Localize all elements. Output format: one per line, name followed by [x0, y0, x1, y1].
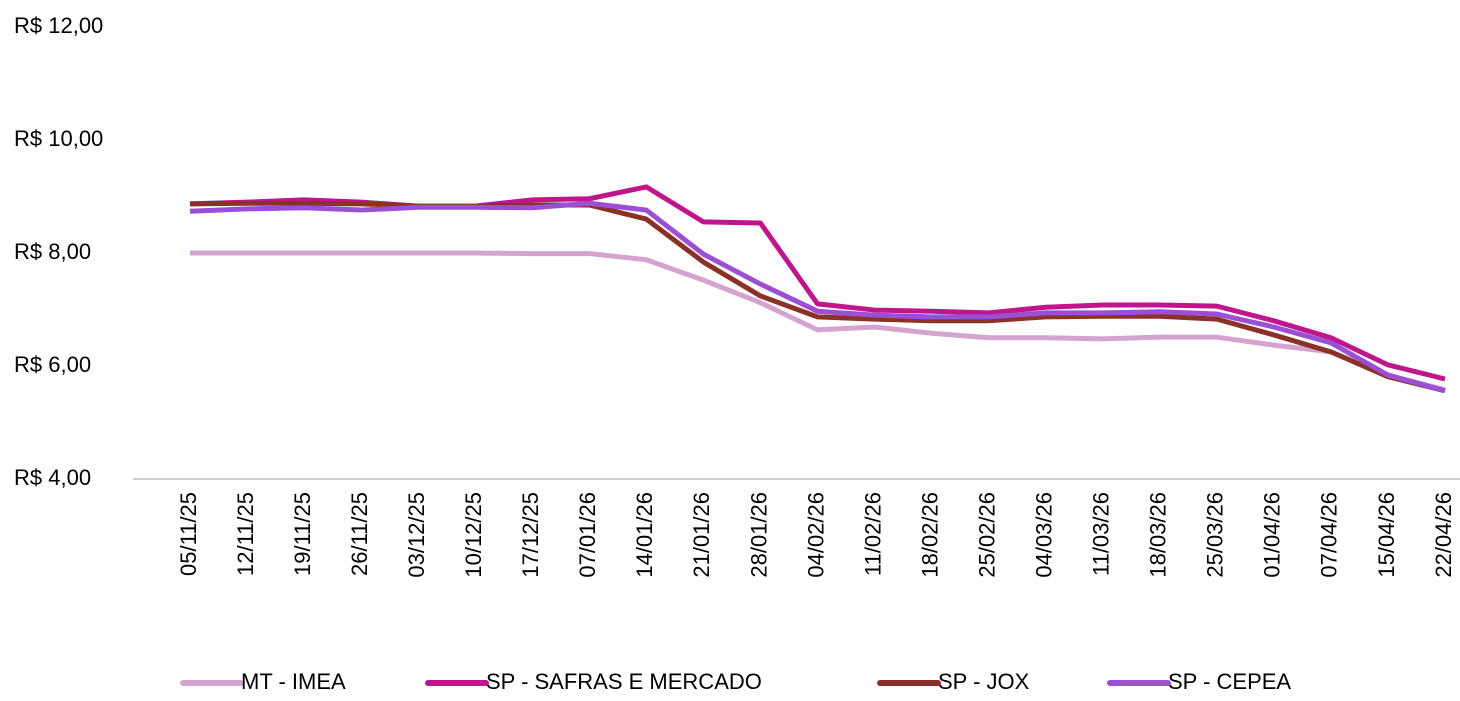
x-tick-label: 05/11/25: [176, 492, 201, 576]
x-tick-label: 01/04/26: [1260, 492, 1285, 578]
series-line: [190, 250, 1446, 393]
x-tick-label: 07/04/26: [1317, 492, 1342, 578]
x-tick-label: 25/03/26: [1203, 492, 1228, 578]
x-tick-label: 11/03/26: [1089, 492, 1114, 576]
y-tick-label: R$ 4,00: [14, 465, 91, 490]
y-tick-label: R$ 10,00: [14, 126, 103, 151]
x-tick-label: 07/01/26: [575, 492, 600, 578]
legend-label: SP - CEPEA: [1168, 669, 1291, 694]
y-tick-label: R$ 12,00: [14, 13, 103, 38]
x-tick-label: 04/02/26: [803, 492, 828, 578]
x-tick-label: 22/04/26: [1431, 492, 1456, 578]
x-tick-label: 26/11/25: [347, 492, 372, 576]
x-tick-label: 19/11/25: [290, 492, 315, 576]
legend-label: SP - SAFRAS E MERCADO: [486, 669, 762, 694]
x-tick-label: 21/01/26: [689, 492, 714, 578]
x-tick-label: 12/11/25: [233, 492, 258, 576]
x-tick-label: 17/12/25: [518, 492, 543, 578]
legend-label: MT - IMEA: [241, 669, 346, 694]
x-tick-label: 14/01/26: [632, 492, 657, 578]
x-tick-label: 15/04/26: [1374, 492, 1399, 578]
x-tick-label: 18/03/26: [1146, 492, 1171, 578]
y-tick-label: R$ 8,00: [14, 239, 91, 264]
x-tick-label: 18/02/26: [917, 492, 942, 578]
series-line: [189, 200, 1446, 394]
x-tick-label: 11/02/26: [860, 492, 885, 576]
x-tick-label: 10/12/25: [461, 492, 486, 578]
x-tick-label: 04/03/26: [1031, 492, 1056, 578]
y-tick-label: R$ 6,00: [14, 352, 91, 377]
x-tick-label: 25/02/26: [974, 492, 999, 578]
x-tick-label: 28/01/26: [746, 492, 771, 578]
series-line: [189, 200, 1446, 394]
series-line: [189, 184, 1446, 382]
legend-label: SP - JOX: [938, 669, 1030, 694]
x-tick-label: 03/12/25: [404, 492, 429, 578]
